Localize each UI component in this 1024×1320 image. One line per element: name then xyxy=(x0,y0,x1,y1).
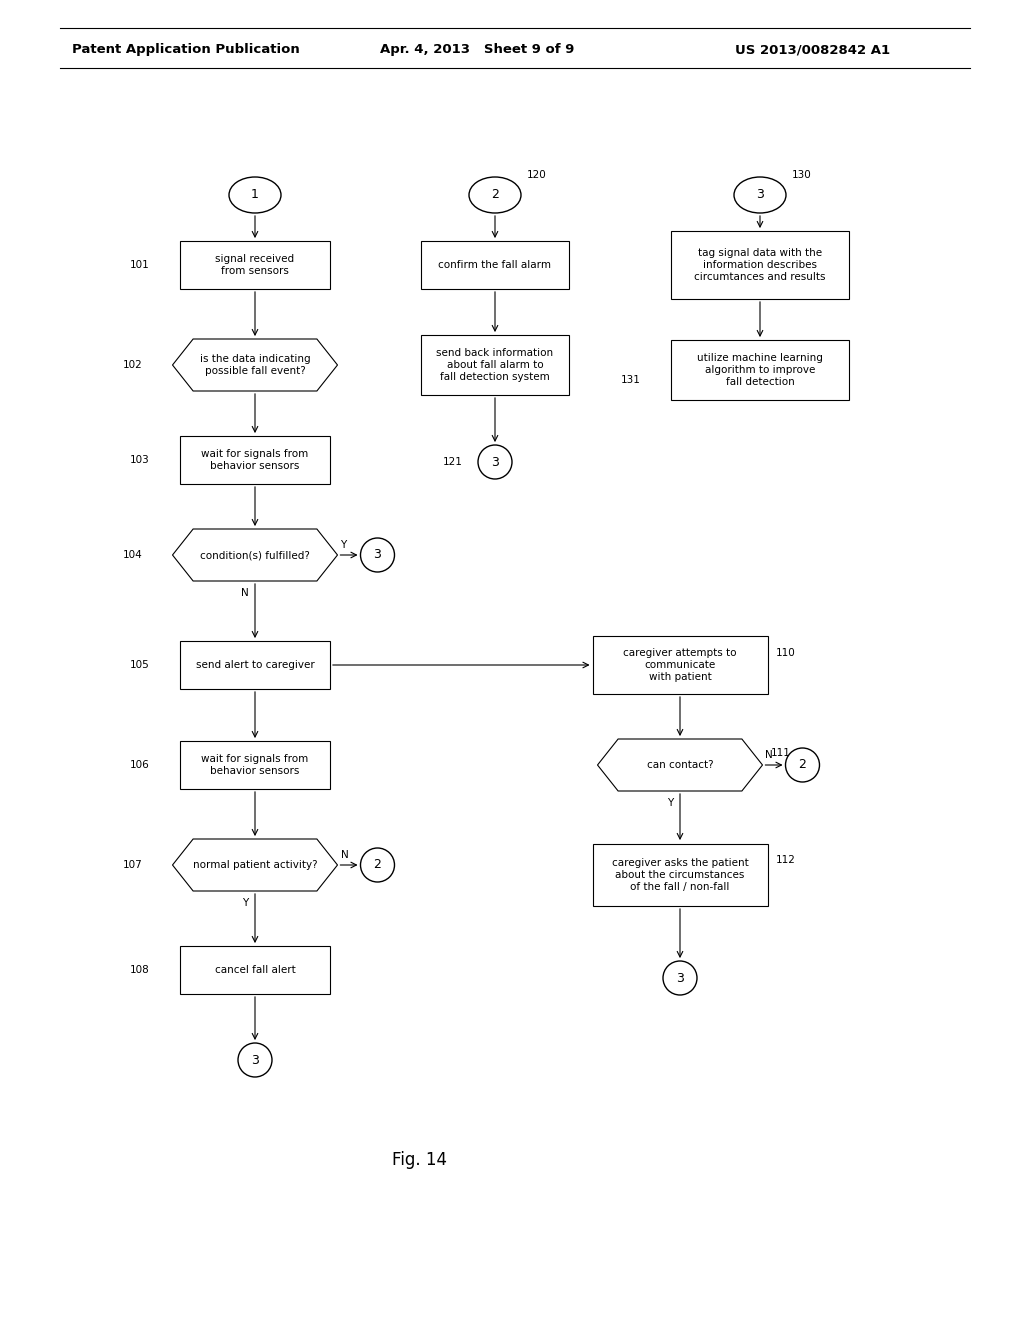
Bar xyxy=(421,335,569,395)
Ellipse shape xyxy=(229,177,281,213)
Circle shape xyxy=(785,748,819,781)
Bar xyxy=(180,741,330,789)
Text: 120: 120 xyxy=(527,170,547,180)
Text: 101: 101 xyxy=(130,260,150,271)
Polygon shape xyxy=(597,739,763,791)
Text: caregiver attempts to
communicate
with patient: caregiver attempts to communicate with p… xyxy=(624,648,736,681)
Text: wait for signals from
behavior sensors: wait for signals from behavior sensors xyxy=(202,754,308,776)
Text: N: N xyxy=(341,850,348,861)
Text: signal received
from sensors: signal received from sensors xyxy=(215,255,295,276)
Bar xyxy=(421,242,569,289)
Bar xyxy=(671,231,849,300)
Text: 121: 121 xyxy=(443,457,463,467)
Text: wait for signals from
behavior sensors: wait for signals from behavior sensors xyxy=(202,449,308,471)
Bar xyxy=(180,642,330,689)
Text: Y: Y xyxy=(242,898,248,908)
Text: US 2013/0082842 A1: US 2013/0082842 A1 xyxy=(735,44,890,57)
Text: 3: 3 xyxy=(374,549,381,561)
Text: Patent Application Publication: Patent Application Publication xyxy=(72,44,300,57)
Text: 130: 130 xyxy=(792,170,812,180)
Text: tag signal data with the
information describes
circumtances and results: tag signal data with the information des… xyxy=(694,248,825,281)
Text: 106: 106 xyxy=(130,760,150,770)
Text: 111: 111 xyxy=(770,748,791,758)
Text: 1: 1 xyxy=(251,189,259,202)
Text: 3: 3 xyxy=(676,972,684,985)
Text: 112: 112 xyxy=(775,855,796,865)
Text: 103: 103 xyxy=(130,455,150,465)
Bar xyxy=(671,341,849,400)
Text: 105: 105 xyxy=(130,660,150,671)
Bar xyxy=(593,636,768,694)
Text: 102: 102 xyxy=(123,360,142,370)
Text: 104: 104 xyxy=(123,550,142,560)
Ellipse shape xyxy=(469,177,521,213)
Text: 131: 131 xyxy=(621,375,641,385)
Text: N: N xyxy=(766,750,773,760)
Text: send back information
about fall alarm to
fall detection system: send back information about fall alarm t… xyxy=(436,348,554,381)
Text: Y: Y xyxy=(667,799,673,808)
Bar xyxy=(180,436,330,484)
Text: 2: 2 xyxy=(799,759,807,771)
Text: 3: 3 xyxy=(251,1053,259,1067)
Text: normal patient activity?: normal patient activity? xyxy=(193,861,317,870)
Text: 107: 107 xyxy=(123,861,142,870)
Text: can contact?: can contact? xyxy=(647,760,714,770)
Text: utilize machine learning
algorithm to improve
fall detection: utilize machine learning algorithm to im… xyxy=(697,354,823,387)
Bar xyxy=(593,843,768,906)
Bar xyxy=(180,946,330,994)
Ellipse shape xyxy=(734,177,786,213)
Circle shape xyxy=(360,539,394,572)
Text: is the data indicating
possible fall event?: is the data indicating possible fall eve… xyxy=(200,354,310,376)
Text: 3: 3 xyxy=(492,455,499,469)
Text: Fig. 14: Fig. 14 xyxy=(392,1151,447,1170)
Circle shape xyxy=(663,961,697,995)
Text: 2: 2 xyxy=(374,858,381,871)
Text: condition(s) fulfilled?: condition(s) fulfilled? xyxy=(200,550,310,560)
Polygon shape xyxy=(172,840,338,891)
Polygon shape xyxy=(172,529,338,581)
Text: cancel fall alert: cancel fall alert xyxy=(215,965,295,975)
Text: 110: 110 xyxy=(775,648,796,657)
Text: confirm the fall alarm: confirm the fall alarm xyxy=(438,260,552,271)
Text: Apr. 4, 2013   Sheet 9 of 9: Apr. 4, 2013 Sheet 9 of 9 xyxy=(380,44,574,57)
Text: send alert to caregiver: send alert to caregiver xyxy=(196,660,314,671)
Text: 2: 2 xyxy=(492,189,499,202)
Polygon shape xyxy=(172,339,338,391)
Circle shape xyxy=(478,445,512,479)
Text: N: N xyxy=(241,587,249,598)
Text: Y: Y xyxy=(341,540,347,550)
Circle shape xyxy=(238,1043,272,1077)
Text: 108: 108 xyxy=(130,965,150,975)
Text: 3: 3 xyxy=(756,189,764,202)
Bar xyxy=(180,242,330,289)
Circle shape xyxy=(360,847,394,882)
Text: caregiver asks the patient
about the circumstances
of the fall / non-fall: caregiver asks the patient about the cir… xyxy=(611,858,749,891)
